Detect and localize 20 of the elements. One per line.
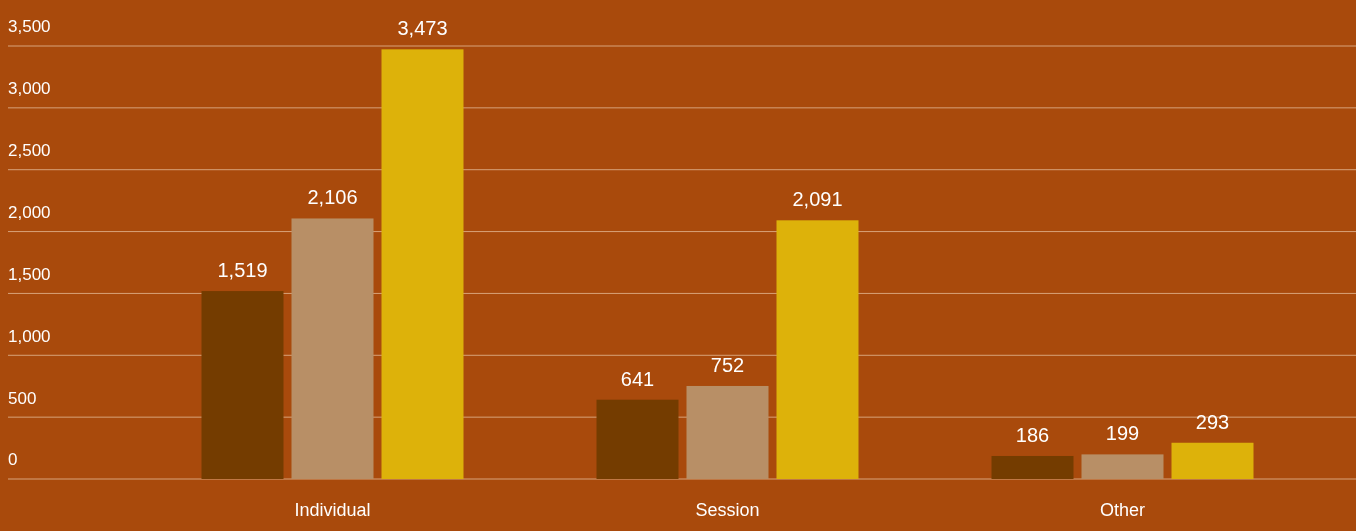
y-tick-label: 1,500 [8,264,51,284]
y-tick-label: 2,000 [8,203,51,223]
y-tick-label: 500 [8,388,37,408]
y-tick-label: 2,500 [8,141,51,161]
x-tick-label: Individual [294,500,371,520]
y-tick-label: 3,000 [8,79,51,99]
data-label: 1,519 [217,259,268,282]
y-tick-label: 0 [8,450,18,470]
data-label: 2,106 [307,186,358,209]
data-label: 3,473 [397,17,448,40]
x-tick-label: Session [695,500,760,520]
x-tick-label: Other [1099,500,1146,520]
data-label: 199 [1105,422,1140,445]
data-label: 752 [710,353,745,376]
data-label: 293 [1195,410,1230,433]
data-label: 641 [620,367,655,390]
y-tick-label: 3,500 [8,17,51,37]
data-label: 186 [1015,423,1050,446]
y-tick-label: 1,000 [8,326,51,346]
data-label: 2,091 [792,188,843,211]
